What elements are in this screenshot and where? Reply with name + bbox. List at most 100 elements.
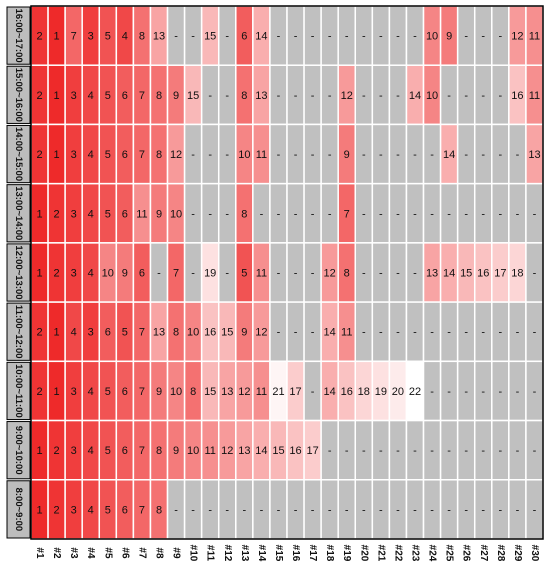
cell-value-label: 1 bbox=[54, 31, 60, 43]
row-label: 11:00~12:00 bbox=[13, 305, 24, 359]
cell-value-label: 2 bbox=[54, 504, 60, 516]
cell-value-label: - bbox=[516, 327, 520, 339]
column-label: #29 bbox=[512, 545, 523, 562]
row-label: 9:00~10:00 bbox=[13, 426, 24, 475]
row-labels: 16:00~17:00 15:00~16:00 14:00~15:00 13:00~1… bbox=[6, 6, 31, 539]
cell-value-label: - bbox=[379, 327, 383, 339]
column-label: #9 bbox=[171, 547, 182, 559]
cell-value-label: - bbox=[294, 149, 298, 161]
cell-value-label: - bbox=[191, 504, 195, 516]
cell-value-label: 12 bbox=[238, 386, 250, 398]
cell-value-label: - bbox=[516, 504, 520, 516]
cell-value-label: 8 bbox=[241, 90, 247, 102]
cell-value-label: 2 bbox=[54, 445, 60, 457]
cell-value-label: 9 bbox=[122, 268, 128, 280]
cell-value-label: 9 bbox=[344, 149, 350, 161]
cell-value-label: 4 bbox=[88, 149, 94, 161]
cell-value-label: 10 bbox=[102, 268, 114, 280]
cell-value-label: - bbox=[396, 504, 400, 516]
cell-value-label: 16 bbox=[477, 268, 489, 280]
cell-value-label: - bbox=[242, 504, 246, 516]
cell-value-label: - bbox=[362, 208, 366, 220]
cell-value-label: 22 bbox=[409, 386, 421, 398]
cell-value-label: 8 bbox=[241, 208, 247, 220]
cell-value-label: 6 bbox=[105, 327, 111, 339]
cell-value-label: 8 bbox=[190, 386, 196, 398]
cell-value-label: 13 bbox=[153, 31, 165, 43]
cell-value-label: 3 bbox=[71, 268, 77, 280]
column-label: #30 bbox=[529, 545, 540, 562]
cell-value-label: 1 bbox=[36, 504, 42, 516]
cell-value-label: 2 bbox=[36, 31, 42, 43]
cell-value-label: 2 bbox=[36, 386, 42, 398]
row-label-box bbox=[6, 302, 31, 361]
cell-value-label: 9 bbox=[241, 327, 247, 339]
cell-value-label: 6 bbox=[122, 504, 128, 516]
cell-value-label: 4 bbox=[88, 504, 94, 516]
row-label: 15:00~16:00 bbox=[13, 68, 24, 122]
cell-value-label: - bbox=[362, 90, 366, 102]
column-label: #26 bbox=[461, 545, 472, 562]
row-label-box bbox=[6, 184, 31, 243]
cell-value-label: 14 bbox=[324, 386, 336, 398]
cell-value-label: - bbox=[208, 149, 212, 161]
cell-value-label: - bbox=[498, 386, 502, 398]
cell-value-label: 16 bbox=[341, 386, 353, 398]
cell-value-label: 11 bbox=[256, 386, 267, 398]
cell-value-label: - bbox=[208, 90, 212, 102]
cell-value-label: - bbox=[379, 31, 383, 43]
cell-value-label: - bbox=[396, 327, 400, 339]
cell-value-label: - bbox=[413, 504, 417, 516]
cell-value-label: - bbox=[345, 504, 349, 516]
cell-value-label: - bbox=[191, 31, 195, 43]
cell-value-label: 15 bbox=[204, 31, 216, 43]
cell-value-label: - bbox=[413, 149, 417, 161]
cell-value-label: - bbox=[533, 504, 537, 516]
cell-value-label: 4 bbox=[71, 327, 77, 339]
cell-value-label: 7 bbox=[344, 208, 350, 220]
cell-value-label: - bbox=[379, 268, 383, 280]
row-label: 16:00~17:00 bbox=[13, 9, 24, 63]
cell-value-label: - bbox=[516, 386, 520, 398]
cell-value-label: 15 bbox=[221, 327, 233, 339]
cell-value-label: 7 bbox=[139, 445, 145, 457]
cell-value-label: 12 bbox=[341, 90, 353, 102]
cell-value-label: - bbox=[430, 208, 434, 220]
cell-value-label: 6 bbox=[122, 445, 128, 457]
column-label: #17 bbox=[307, 545, 318, 562]
cell-value-label: - bbox=[362, 327, 366, 339]
cell-value-label: 15 bbox=[272, 445, 284, 457]
row-label-box bbox=[6, 243, 31, 302]
column-label: #8 bbox=[154, 547, 165, 559]
cell-value-label: - bbox=[396, 445, 400, 457]
cell-value-label: 5 bbox=[105, 208, 111, 220]
cell-value-label: - bbox=[430, 445, 434, 457]
column-label: #4 bbox=[85, 547, 96, 559]
cell-value-label: 3 bbox=[88, 31, 94, 43]
row-label-box bbox=[6, 6, 31, 65]
cell-value-label: - bbox=[447, 208, 451, 220]
cell-value-label: 18 bbox=[511, 268, 523, 280]
cell-value-label: - bbox=[413, 208, 417, 220]
cell-value-label: 14 bbox=[409, 90, 421, 102]
cell-value-label: - bbox=[225, 268, 229, 280]
column-label: #28 bbox=[495, 545, 506, 562]
column-label: #11 bbox=[205, 545, 216, 562]
cell-value-label: 7 bbox=[139, 327, 145, 339]
cell-value-label: - bbox=[328, 149, 332, 161]
cell-value-label: 3 bbox=[71, 445, 77, 457]
cell-value-label: 7 bbox=[173, 268, 179, 280]
cell-value-label: 7 bbox=[139, 386, 145, 398]
cell-value-label: - bbox=[362, 445, 366, 457]
cell-value-label: 7 bbox=[139, 149, 145, 161]
cell-value-label: 11 bbox=[529, 31, 540, 43]
cell-value-label: - bbox=[413, 268, 417, 280]
row-label: 10:00~11:00 bbox=[13, 364, 24, 418]
cell-value-label: - bbox=[225, 149, 229, 161]
cell-value-label: - bbox=[328, 31, 332, 43]
cell-value-label: 1 bbox=[54, 386, 60, 398]
cell-value-label: 6 bbox=[122, 208, 128, 220]
cell-value-label: - bbox=[191, 268, 195, 280]
cell-value-label: 14 bbox=[324, 327, 336, 339]
